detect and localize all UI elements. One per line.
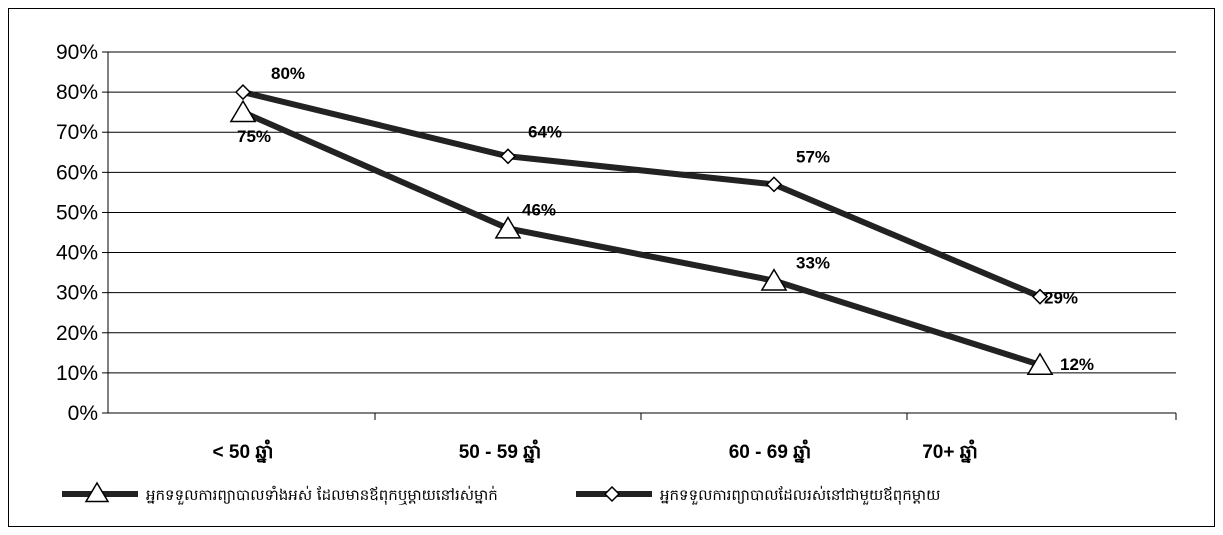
y-tick-label: 70%: [56, 121, 98, 144]
data-label: 75%: [237, 127, 271, 146]
data-labels: 75% 46% 33% 12% 80% 64% 57% 29%: [237, 64, 1094, 374]
triangle-marker: [760, 268, 788, 291]
diamond-marker: [1031, 288, 1049, 305]
y-tick-label: 80%: [56, 81, 98, 104]
x-category-label: 60 - 69 ឆ្នាំ: [729, 439, 812, 463]
data-label: 64%: [528, 122, 562, 141]
legend-triangle-icon: [84, 481, 110, 503]
triangle-marker: [229, 99, 257, 123]
data-label: 12%: [1060, 355, 1094, 374]
triangle-marker: [494, 216, 522, 239]
triangle-marker: [1026, 352, 1054, 375]
y-tick-label: 60%: [56, 161, 98, 184]
x-category-label: 70+ ឆ្នាំ: [922, 439, 978, 463]
legend-label: អ្នកទទួលការព្យាបាលដែលរស់នៅជាមួយឪពុកម្ដាយ: [660, 485, 940, 505]
y-tick-label: 10%: [56, 362, 98, 385]
legend-label: អ្នកទទួលការព្យាបាលទាំងអស់ ដែលមានឪពុកឬម្ដ…: [146, 485, 498, 505]
y-tick-label: 50%: [56, 201, 98, 224]
data-label: 29%: [1044, 289, 1078, 308]
legend-diamond-icon: [603, 485, 621, 503]
series-group: [229, 84, 1054, 375]
chart-frame: [8, 8, 1215, 527]
y-tick-label: 40%: [56, 242, 98, 265]
diamond-marker: [234, 84, 252, 101]
y-tick-label: 0%: [68, 402, 98, 425]
data-label: 57%: [796, 147, 830, 166]
axes: [102, 51, 1177, 420]
x-category-label: 50 - 59 ឆ្នាំ: [459, 439, 542, 463]
y-axis-ticks: 0% 10% 20% 30% 40% 50% 60% 70% 80% 90%: [56, 41, 98, 425]
diamond-marker: [765, 176, 783, 193]
series-line-2: [242, 89, 1042, 300]
x-axis-categories: < 50 ឆ្នាំ 50 - 59 ឆ្នាំ 60 - 69 ឆ្នាំ 70+ …: [213, 439, 978, 463]
diamond-marker: [499, 148, 517, 165]
data-label: 80%: [271, 64, 305, 83]
series-line-1: [241, 109, 1041, 368]
data-label: 33%: [796, 254, 830, 273]
legend: អ្នកទទួលការព្យាបាលទាំងអស់ ដែលមានឪពុកឬម្ដ…: [62, 481, 940, 505]
y-tick-label: 20%: [56, 322, 98, 345]
y-tick-label: 30%: [56, 282, 98, 305]
data-label: 46%: [522, 200, 556, 219]
y-tick-label: 90%: [56, 41, 98, 64]
x-category-label: < 50 ឆ្នាំ: [213, 439, 274, 463]
